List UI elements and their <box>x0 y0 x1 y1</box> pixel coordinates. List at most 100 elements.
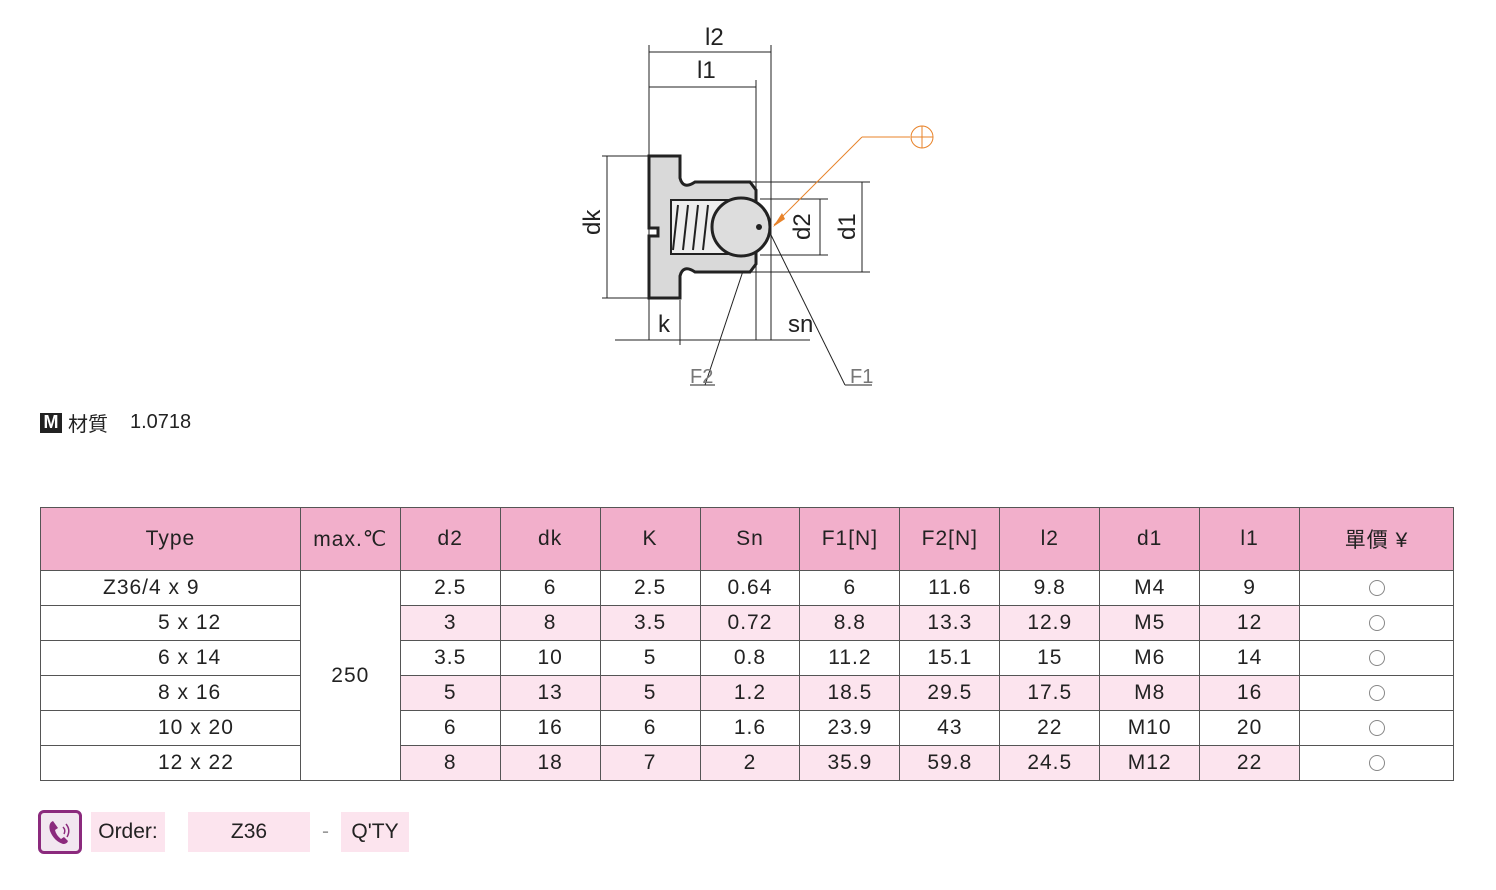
table-cell: 8 <box>399 745 501 781</box>
column-header: l1 <box>1199 507 1301 571</box>
table-cell: 3 <box>399 605 501 641</box>
table-cell: 29.5 <box>899 675 1001 711</box>
table-cell: 16 <box>1199 675 1301 711</box>
table-cell: 20 <box>1199 710 1301 746</box>
table-cell: M10 <box>1099 710 1201 746</box>
table-cell: 17.5 <box>999 675 1101 711</box>
price-circle-icon <box>1368 650 1385 667</box>
label-f1: F1 <box>850 366 873 388</box>
column-header: d2 <box>399 507 501 571</box>
table-cell: 22 <box>999 710 1101 746</box>
price-cell <box>1299 570 1454 606</box>
table-cell: 11.2 <box>799 640 901 676</box>
column-header: 單價 ¥ <box>1299 507 1454 571</box>
table-cell: 13.3 <box>899 605 1001 641</box>
order-label: Order: <box>91 812 165 852</box>
price-circle-icon <box>1368 720 1385 737</box>
table-row: 12 x 22 8 18 7 2 35.9 59.8 24.5 M12 22 <box>40 745 1454 781</box>
order-bar: Order: Z36 - Q'TY <box>38 810 409 854</box>
spec-table: Type max.℃ d2 dk K Sn F1[N] F2[N] l2 d1 l1 單價 ¥ Z36… <box>40 507 1454 781</box>
price-cell <box>1299 675 1454 711</box>
table-row: Z36/4 x 9 250 2.5 6 2.5 0.64 6 11.6 9.8 M4 9 <box>40 570 1454 781</box>
price-circle-icon <box>1368 685 1385 702</box>
table-cell: 8 <box>499 605 601 641</box>
table-cell: 10 x 20 <box>40 710 301 746</box>
label-d1: d1 <box>834 213 861 240</box>
column-header: K <box>599 507 701 571</box>
phone-icon <box>38 810 82 854</box>
table-cell: 5 <box>399 675 501 711</box>
price-cell <box>1299 605 1454 641</box>
table-cell: M12 <box>1099 745 1201 781</box>
table-cell: 5 <box>599 675 701 711</box>
column-header: F2[N] <box>899 507 1001 571</box>
table-cell: 23.9 <box>799 710 901 746</box>
label-d2: d2 <box>789 213 816 240</box>
column-header: dk <box>499 507 601 571</box>
order-code[interactable]: Z36 <box>188 812 310 852</box>
table-cell: 5 x 12 <box>40 605 301 641</box>
table-cell: M5 <box>1099 605 1201 641</box>
label-sn: sn <box>788 311 813 338</box>
table-cell: 59.8 <box>899 745 1001 781</box>
table-row: 5 x 12 3 8 3.5 0.72 8.8 13.3 12.9 M5 12 <box>40 605 1454 641</box>
table-row: 6 x 14 3.5 10 5 0.8 11.2 15.1 15 M6 14 <box>40 640 1454 676</box>
table-cell: 9.8 <box>999 570 1101 606</box>
table-cell: 9 <box>1199 570 1301 606</box>
table-cell: 1.2 <box>699 675 801 711</box>
table-cell: M6 <box>1099 640 1201 676</box>
label-dk: dk <box>579 209 606 235</box>
table-cell: 0.72 <box>699 605 801 641</box>
price-circle-icon <box>1368 755 1385 772</box>
table-cell: 7 <box>599 745 701 781</box>
order-separator: - <box>322 820 329 843</box>
table-row: 8 x 16 5 13 5 1.2 18.5 29.5 17.5 M8 16 <box>40 675 1454 711</box>
table-cell: 3.5 <box>399 640 501 676</box>
table-cell: 22 <box>1199 745 1301 781</box>
table-cell: 43 <box>899 710 1001 746</box>
label-f2: F2 <box>690 366 713 388</box>
table-cell: 10 <box>499 640 601 676</box>
table-cell: 15.1 <box>899 640 1001 676</box>
table-cell: 0.64 <box>699 570 801 606</box>
table-cell: 8.8 <box>799 605 901 641</box>
table-cell: 16 <box>499 710 601 746</box>
column-header: Sn <box>699 507 801 571</box>
table-cell: 24.5 <box>999 745 1101 781</box>
material-info: M 材質 1.0718 <box>40 408 191 437</box>
table-cell: 0.8 <box>699 640 801 676</box>
table-cell: 6 <box>399 710 501 746</box>
column-header: Type <box>40 507 301 571</box>
table-cell: 5 <box>599 640 701 676</box>
price-circle-icon <box>1368 615 1385 632</box>
material-value: 1.0718 <box>130 411 192 433</box>
table-cell: 12 x 22 <box>40 745 301 781</box>
material-badge: M <box>40 412 62 433</box>
table-row: 10 x 20 6 16 6 1.6 23.9 43 22 M10 20 <box>40 710 1454 746</box>
table-cell: 13 <box>499 675 601 711</box>
table-cell: 2 <box>699 745 801 781</box>
price-cell <box>1299 710 1454 746</box>
table-cell: 14 <box>1199 640 1301 676</box>
material-label: 材質 <box>68 414 108 436</box>
label-l1: l1 <box>697 57 716 84</box>
table-cell: 12 <box>1199 605 1301 641</box>
column-header: d1 <box>1099 507 1201 571</box>
order-qty[interactable]: Q'TY <box>341 812 409 852</box>
table-cell: 35.9 <box>799 745 901 781</box>
table-cell: 8 x 16 <box>40 675 301 711</box>
table-header: Type max.℃ d2 dk K Sn F1[N] F2[N] l2 d1 l1 單價 ¥ <box>40 507 1454 571</box>
price-circle-icon <box>1368 580 1385 597</box>
table-cell: 1.6 <box>699 710 801 746</box>
table-cell: 15 <box>999 640 1101 676</box>
column-header: max.℃ <box>299 507 401 571</box>
table-cell: 18 <box>499 745 601 781</box>
column-header: F1[N] <box>799 507 901 571</box>
label-l2: l2 <box>705 24 724 51</box>
table-cell: Z36/4 x 9 <box>40 570 301 606</box>
table-cell: 18.5 <box>799 675 901 711</box>
table-cell: 12.9 <box>999 605 1101 641</box>
table-cell: M4 <box>1099 570 1201 606</box>
price-cell <box>1299 745 1454 781</box>
